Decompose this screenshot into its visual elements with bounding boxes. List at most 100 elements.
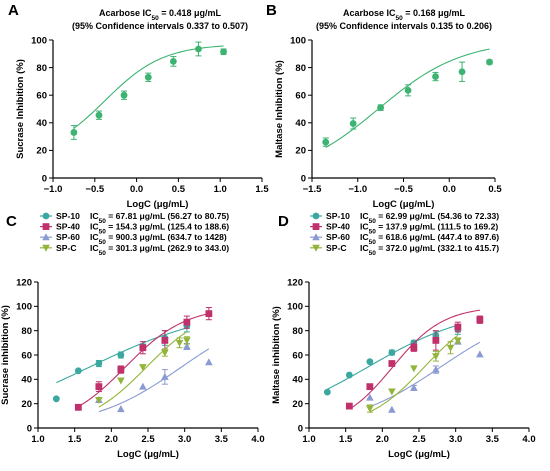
legend-series-name: SP-60 <box>56 232 80 242</box>
panel-a: A −1.0 −0.5 0.0 0.5 1.0 1.5 0 20 40 60 80 100 LogC (μ… <box>8 2 269 210</box>
data-point <box>388 349 396 356</box>
x-axis-title: LogC (μg/mL) <box>127 199 189 210</box>
data-point <box>446 344 455 352</box>
y-axis-title: Sucrase Inhibition (%) <box>15 59 26 159</box>
legend-ic50: IC50 = 62.99 μg/mL (54.36 to 72.33) <box>360 211 499 225</box>
legend-series-name: SP-40 <box>326 222 350 232</box>
y-tick-label: 40 <box>36 118 47 129</box>
y-axis-title: Maltase inhibition (%) <box>271 306 282 404</box>
data-point <box>388 388 396 396</box>
ic50-text: Acarbose IC50 = 0.168 μg/mL <box>343 8 466 22</box>
data-point <box>205 310 213 318</box>
y-tick-label: 60 <box>292 350 303 361</box>
legend-marker <box>312 244 320 252</box>
series-sp-10 <box>323 324 462 396</box>
y-tick-label: 100 <box>290 35 306 46</box>
data-point <box>476 316 484 324</box>
y-tick-label: 20 <box>295 146 306 157</box>
y-tick-label: 100 <box>16 302 32 313</box>
y-tick-label: 120 <box>16 277 32 288</box>
legend-marker <box>42 223 50 230</box>
panel-letter: C <box>6 213 17 230</box>
panel-letter: A <box>8 2 19 19</box>
panel-b: B −1.5 −1.0 −0.5 0.0 0.5 0 20 40 60 80 100 LogC (μg/… <box>266 2 502 210</box>
y-axis-title: Sucrase inhibition (%) <box>0 305 11 405</box>
y-tick-label: 80 <box>295 63 306 74</box>
series-sp-60 <box>366 337 484 413</box>
data-point <box>183 318 191 326</box>
data-point <box>161 337 169 344</box>
fit-curve <box>369 334 459 413</box>
series-sp-c <box>366 334 462 413</box>
legend-marker <box>42 212 50 220</box>
data-point <box>476 350 484 358</box>
legend-item: SP-40 IC50 = 137.9 μg/mL (111.5 to 169.2) <box>310 222 498 235</box>
legend-item: SP-C IC50 = 372.0 μg/mL (332.1 to 415.7) <box>310 243 499 256</box>
legend-ic50: IC50 = 154.3 μg/mL (125.4 to 188.6) <box>90 222 229 236</box>
data-point <box>366 405 374 413</box>
data-point <box>345 402 353 410</box>
x-axis-title: LogC (μg/mL) <box>117 449 179 460</box>
panel-letter: D <box>278 213 289 230</box>
legend-ic50: IC50 = 67.81 μg/mL (56.27 to 80.75) <box>90 211 229 225</box>
legend-marker <box>42 244 50 252</box>
y-tick-label: 80 <box>36 63 47 74</box>
x-tick-label: 2.5 <box>412 434 426 445</box>
data-point <box>95 111 103 119</box>
x-tick-label: −1.5 <box>303 184 322 195</box>
y-tick-label: 60 <box>295 91 306 102</box>
series-sp-10 <box>52 319 191 403</box>
x-tick-label: −1.0 <box>44 184 63 195</box>
legend-item: SP-10 IC50 = 62.99 μg/mL (54.36 to 72.33) <box>310 211 499 225</box>
legend-series-name: SP-10 <box>56 211 80 221</box>
data-point <box>454 323 462 331</box>
x-tick-label: −0.5 <box>85 184 104 195</box>
x-tick-label: 0.0 <box>443 184 456 195</box>
x-tick-label: 0.5 <box>172 184 186 195</box>
panel-letter: B <box>266 2 277 19</box>
data-point <box>117 366 125 373</box>
data-point <box>404 86 412 94</box>
data-point <box>120 91 128 99</box>
legend-marker <box>312 233 320 241</box>
x-tick-label: 0.0 <box>130 184 143 195</box>
data-point <box>349 120 357 127</box>
data-point <box>410 365 418 373</box>
x-tick-label: 1.5 <box>255 184 269 195</box>
x-tick-label: 2.5 <box>141 434 155 445</box>
y-tick-label: 20 <box>21 399 32 410</box>
data-point <box>117 351 125 359</box>
y-tick-label: 20 <box>292 399 303 410</box>
panel-c: C 1.0 1.5 2.0 2.5 3.0 3.5 4.0 0 20 40 60 80 100 120 Log… <box>0 211 265 460</box>
data-point <box>388 360 396 367</box>
fit-curve <box>369 341 481 408</box>
x-tick-label: 3.0 <box>178 434 191 445</box>
data-point <box>205 358 213 366</box>
legend-series-name: SP-C <box>56 243 77 253</box>
data-point <box>95 397 103 405</box>
y-tick-label: 80 <box>21 326 32 337</box>
data-point <box>410 344 418 352</box>
y-tick-label: 40 <box>21 375 32 386</box>
data-point <box>345 371 353 379</box>
series-0 <box>70 41 227 140</box>
data-point <box>366 393 374 401</box>
x-tick-label: 3.5 <box>215 434 229 445</box>
data-point <box>139 364 147 372</box>
data-point <box>169 57 177 65</box>
x-tick-label: 3.0 <box>449 434 462 445</box>
data-point <box>139 382 147 390</box>
series-0 <box>322 48 493 148</box>
data-point <box>161 372 169 380</box>
y-tick-label: 120 <box>287 277 303 288</box>
data-point <box>377 104 385 112</box>
data-point <box>432 73 439 80</box>
data-point <box>410 383 418 391</box>
data-point <box>117 405 125 413</box>
fit-curve <box>349 309 480 410</box>
data-point <box>52 395 60 403</box>
data-point <box>388 405 396 413</box>
y-tick-label: 60 <box>21 350 32 361</box>
legend-item: SP-60 IC50 = 900.3 μg/mL (634.7 to 1428) <box>40 232 227 246</box>
